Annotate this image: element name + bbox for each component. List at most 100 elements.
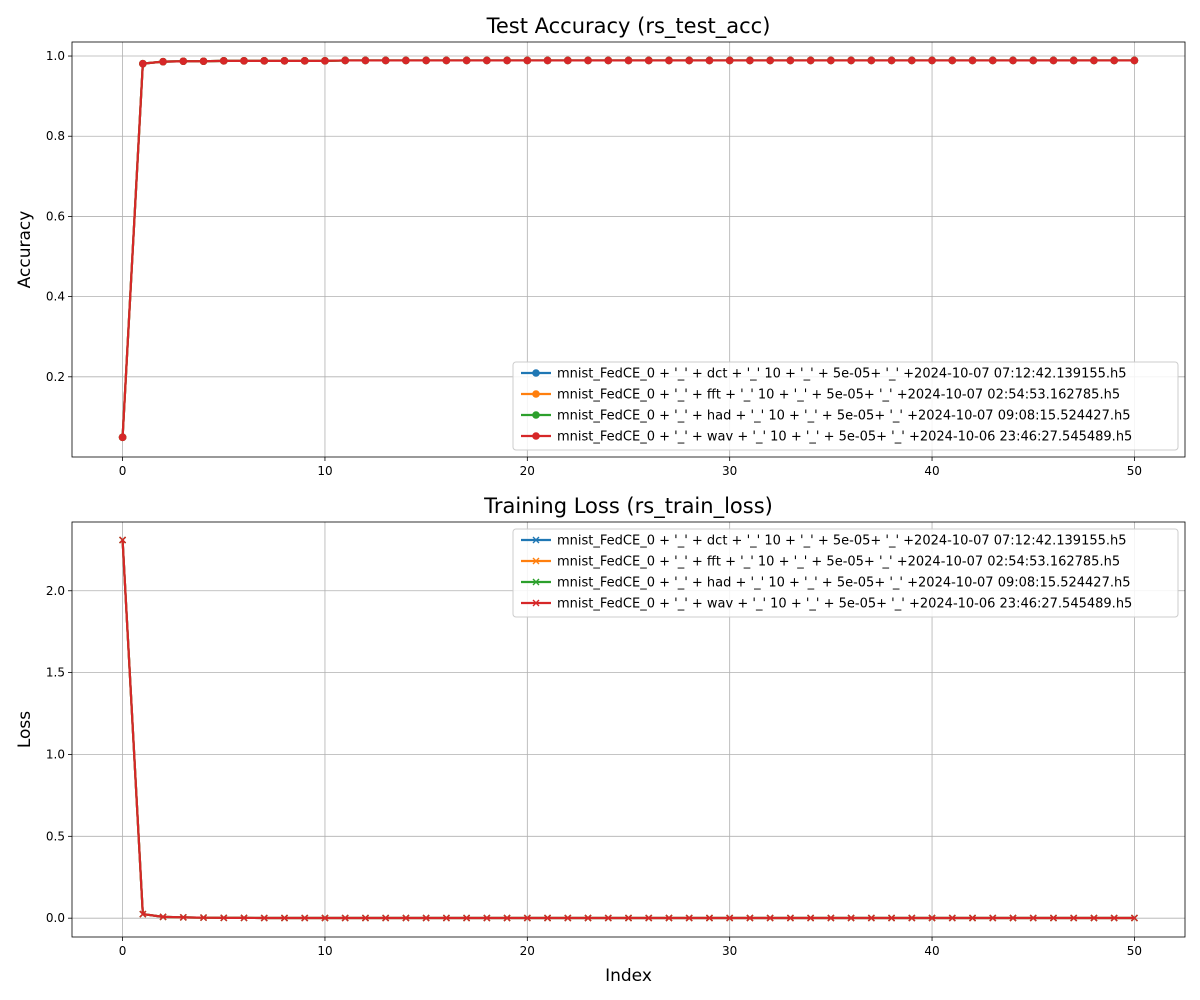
data-point — [483, 56, 491, 65]
data-point — [786, 914, 794, 922]
x-tick-label: 0 — [119, 944, 127, 958]
ticks: 0 10 20 30 40 50 0.2 0.4 0.6 0.8 1.0 — [46, 49, 1142, 478]
data-point — [746, 56, 754, 65]
data-point — [483, 914, 491, 922]
data-point — [361, 56, 370, 65]
data-point — [260, 57, 269, 65]
data-point — [766, 56, 774, 65]
x-tick-label: 30 — [722, 944, 737, 958]
data-point — [969, 914, 977, 922]
legend-label: mnist_FedCE_0 + '_' + had + '_' 10 + '_'… — [557, 576, 1131, 591]
data-point — [341, 56, 349, 65]
data-point — [563, 56, 572, 65]
chart-title: Test Accuracy (rs_test_acc) — [486, 14, 771, 39]
data-point — [1069, 56, 1078, 65]
data-point — [1130, 914, 1138, 922]
data-point — [159, 913, 167, 921]
y-tick-label: 1.0 — [46, 49, 65, 63]
data-point — [381, 56, 390, 65]
data-point — [341, 914, 349, 922]
data-point — [1029, 56, 1038, 65]
data-point — [422, 56, 430, 65]
data-point — [725, 56, 734, 65]
data-point — [604, 56, 613, 65]
data-point — [119, 536, 127, 544]
data-point — [786, 56, 795, 65]
series-group — [119, 536, 1138, 922]
data-point — [463, 914, 471, 922]
legend-label: mnist_FedCE_0 + '_' + fft + '_' 10 + '_'… — [557, 555, 1120, 570]
data-point — [1110, 56, 1118, 65]
data-point — [867, 56, 876, 65]
data-point — [220, 914, 228, 922]
y-tick-label: 1.5 — [46, 666, 65, 680]
legend-marker — [532, 578, 540, 586]
data-point — [766, 914, 774, 922]
data-point — [564, 914, 572, 922]
chart-title: Training Loss (rs_train_loss) — [483, 494, 773, 519]
chart-1: 0 10 20 30 40 50 0.2 0.4 0.6 0.8 1.0 Test Accuracy … — [15, 14, 1186, 478]
data-point — [1049, 56, 1058, 65]
data-point — [1110, 914, 1118, 922]
data-point — [1090, 914, 1098, 922]
data-point — [867, 914, 875, 922]
axes-frame — [71, 41, 1186, 458]
data-point — [544, 914, 552, 922]
y-axis-label: Loss — [15, 711, 35, 748]
legend-label: mnist_FedCE_0 + '_' + had + '_' 10 + '_'… — [557, 409, 1131, 424]
legend-marker — [532, 557, 540, 565]
data-point — [685, 914, 693, 922]
data-point — [179, 57, 188, 66]
y-tick-label: 0.4 — [46, 290, 65, 304]
data-point — [887, 56, 896, 65]
data-point — [200, 914, 208, 922]
data-point — [280, 914, 288, 922]
data-point — [888, 914, 896, 922]
y-tick-label: 1.0 — [46, 747, 65, 761]
data-point — [462, 56, 471, 65]
data-point — [503, 56, 511, 65]
legend-marker — [532, 536, 540, 544]
data-point — [321, 57, 329, 65]
legend-marker — [532, 599, 540, 607]
data-point — [240, 57, 248, 65]
data-point — [301, 914, 309, 922]
y-tick-label: 0.0 — [46, 911, 65, 925]
legend-box — [512, 361, 1179, 451]
x-tick-label: 10 — [317, 944, 332, 958]
legend-marker — [532, 390, 540, 398]
legend-marker — [532, 369, 540, 377]
y-tick-label: 0.5 — [46, 829, 65, 843]
x-axis-label: Index — [605, 966, 652, 986]
legend-label: mnist_FedCE_0 + '_' + dct + '_' 10 + '_'… — [557, 367, 1127, 382]
data-point — [726, 914, 734, 922]
legend-label: mnist_FedCE_0 + '_' + wav + '_' 10 + '_'… — [557, 597, 1132, 612]
x-tick-label: 0 — [119, 464, 127, 478]
x-tick-label: 40 — [924, 464, 939, 478]
data-point — [361, 914, 369, 922]
data-point — [139, 59, 147, 68]
data-point — [179, 913, 187, 921]
data-point — [584, 56, 592, 65]
data-point — [382, 914, 390, 922]
x-tick-label: 20 — [520, 944, 535, 958]
data-point — [159, 57, 167, 66]
data-point — [847, 914, 855, 922]
data-point — [948, 56, 957, 65]
data-point — [1009, 56, 1017, 65]
data-point — [584, 914, 592, 922]
data-point — [665, 56, 673, 65]
data-point — [543, 56, 552, 65]
y-tick-label: 0.8 — [46, 129, 65, 143]
data-point — [523, 914, 531, 922]
data-point — [1009, 914, 1017, 922]
data-point — [321, 914, 329, 922]
data-point — [968, 56, 977, 65]
data-point — [625, 914, 632, 922]
x-tick-label: 20 — [520, 464, 535, 478]
data-point — [928, 914, 936, 922]
axes-frame — [71, 521, 1186, 938]
ticks: 0 10 20 30 40 50 0.0 0.5 1.0 1.5 2.0 — [46, 584, 1142, 958]
data-point — [989, 914, 997, 922]
series-group — [118, 56, 1139, 442]
